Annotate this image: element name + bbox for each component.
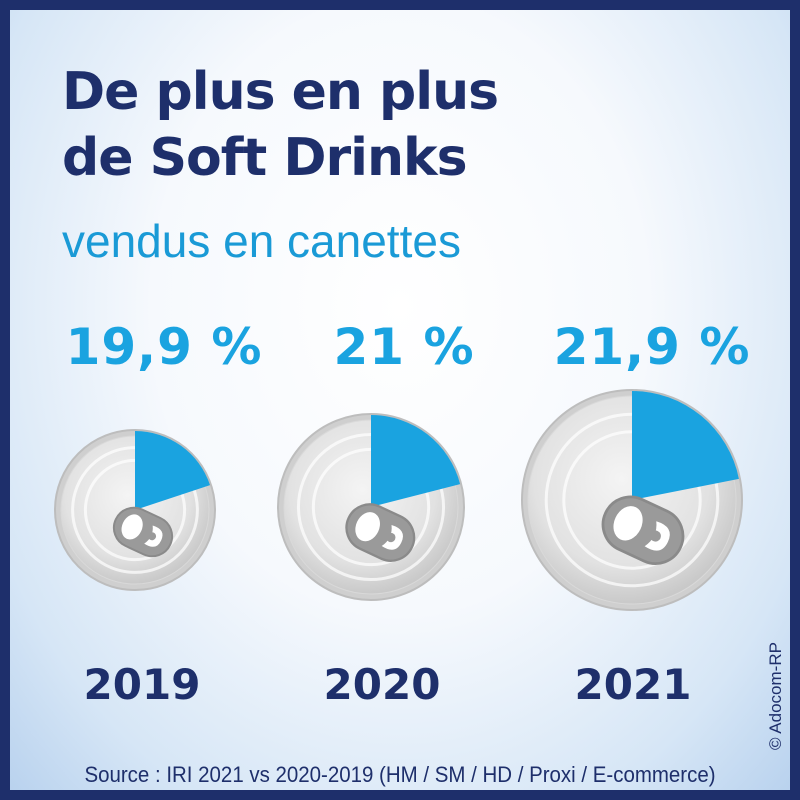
credit: © Adocom-RP xyxy=(766,642,785,750)
can-lid-2021 xyxy=(521,389,743,611)
year-label-2020: 2020 xyxy=(323,660,441,709)
value-label-2021: 21,9 % xyxy=(553,318,751,376)
pie-slice-2019 xyxy=(135,430,210,510)
pull-tab-icon xyxy=(112,506,174,558)
pull-tab-icon xyxy=(601,495,685,565)
can-pie-chart xyxy=(54,389,743,611)
subtitle: vendus en canettes xyxy=(62,215,461,267)
year-label-2021: 2021 xyxy=(574,660,692,709)
can-lid-2019 xyxy=(54,429,216,591)
year-label-2019: 2019 xyxy=(83,660,201,709)
can-lid-2020 xyxy=(277,413,465,601)
pie-slice-2020 xyxy=(371,415,461,507)
title-line-1: De plus en plus xyxy=(62,62,499,122)
value-label-2019: 19,9 % xyxy=(65,318,263,376)
value-label-2020: 21 % xyxy=(333,318,475,376)
pull-tab-icon xyxy=(345,503,416,562)
pie-slice-2021 xyxy=(632,391,739,500)
source-note: Source : IRI 2021 vs 2020-2019 (HM / SM … xyxy=(84,762,716,787)
title-line-2: de Soft Drinks xyxy=(62,128,468,188)
